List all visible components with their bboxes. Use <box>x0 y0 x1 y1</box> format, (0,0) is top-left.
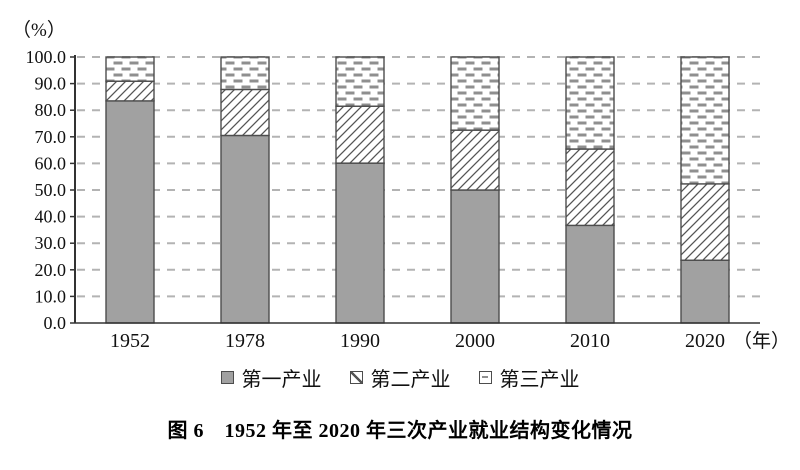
bar-segment <box>220 134 270 324</box>
tertiary-industry-swatch-icon <box>478 370 492 384</box>
x-tick-label: 1978 <box>225 330 265 352</box>
bar-segment <box>335 162 385 324</box>
y-tick-label: 70.0 <box>35 127 67 147</box>
x-tick-label: 2010 <box>570 330 610 352</box>
x-tick-label: 1990 <box>340 330 380 352</box>
legend-label-tertiary-industry: 第三产业 <box>499 368 580 391</box>
bar-segment <box>105 100 155 324</box>
x-tick-label: 1952 <box>110 330 150 352</box>
bar-segment <box>680 259 730 324</box>
y-tick-label: 80.0 <box>35 100 67 120</box>
y-tick-label: 30.0 <box>35 233 67 253</box>
bar-segment <box>105 80 155 102</box>
chart-content: 0.0 10.0 20.0 30.0 40.0 50.0 60.0 70.0 80.0 90.0 1… <box>12 19 790 352</box>
bar-segment <box>450 56 500 131</box>
bar-segment <box>680 183 730 261</box>
legend-label-secondary-industry: 第二产业 <box>370 368 451 391</box>
figure-caption: 图 6 1952 年至 2020 年三次产业就业结构变化情况 <box>167 420 633 442</box>
y-axis-unit-label: （%） <box>12 19 66 41</box>
stacked-bar-chart: 0.0 10.0 20.0 30.0 40.0 50.0 60.0 70.0 80.0 90.0 1… <box>12 19 790 352</box>
bar-segment <box>450 189 500 324</box>
y-tick-label: 40.0 <box>35 207 67 227</box>
y-tick-label: 50.0 <box>35 180 67 200</box>
bar-segment <box>105 56 155 82</box>
y-tick-label: 90.0 <box>35 74 67 94</box>
y-tick-label: 60.0 <box>35 153 67 173</box>
bar-segment <box>335 56 385 107</box>
x-tick-label: 2020 <box>685 330 725 352</box>
bar-segment <box>220 56 270 91</box>
y-tick-label: 20.0 <box>35 260 67 280</box>
y-tick-label: 100.0 <box>26 47 67 67</box>
x-axis-unit-label: （年） <box>733 330 790 352</box>
y-tick-label: 10.0 <box>35 286 67 306</box>
primary-industry-swatch-icon <box>220 370 234 384</box>
y-tick-label: 0.0 <box>44 313 67 333</box>
legend-item-secondary-industry: 第二产业 <box>349 363 451 392</box>
bar-segment <box>220 88 270 137</box>
bar-segment <box>450 129 500 191</box>
chart-legend: 第一产业 第二产业 第三产业 <box>0 362 800 392</box>
secondary-industry-swatch-icon <box>349 370 363 384</box>
bar-segment <box>565 56 615 150</box>
legend-item-tertiary-industry: 第三产业 <box>478 363 580 392</box>
bar-segment <box>565 224 615 324</box>
legend-item-primary-industry: 第一产业 <box>220 363 322 392</box>
x-tick-label: 2000 <box>455 330 495 352</box>
bar-segment <box>565 148 615 227</box>
bar-segment <box>335 105 385 164</box>
bar-segment <box>680 56 730 185</box>
legend-label-primary-industry: 第一产业 <box>241 368 322 391</box>
